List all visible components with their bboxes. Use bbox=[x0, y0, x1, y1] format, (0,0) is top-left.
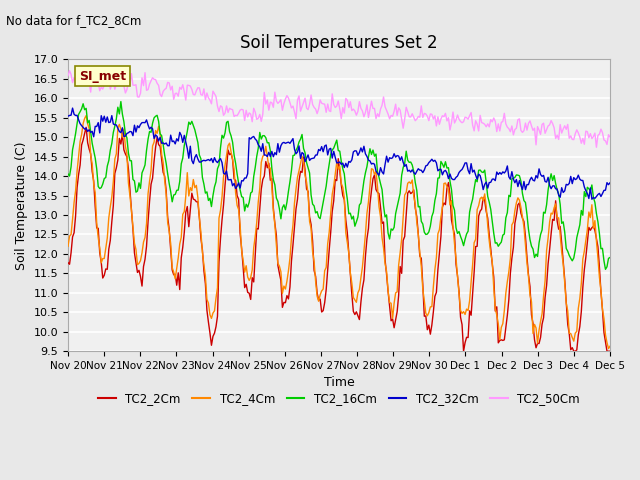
Title: Soil Temperatures Set 2: Soil Temperatures Set 2 bbox=[240, 34, 438, 52]
Text: SI_met: SI_met bbox=[79, 70, 126, 83]
Legend: TC2_2Cm, TC2_4Cm, TC2_16Cm, TC2_32Cm, TC2_50Cm: TC2_2Cm, TC2_4Cm, TC2_16Cm, TC2_32Cm, TC… bbox=[93, 387, 585, 409]
Y-axis label: Soil Temperature (C): Soil Temperature (C) bbox=[15, 141, 28, 269]
Text: No data for f_TC2_8Cm: No data for f_TC2_8Cm bbox=[6, 14, 142, 27]
X-axis label: Time: Time bbox=[324, 376, 355, 389]
